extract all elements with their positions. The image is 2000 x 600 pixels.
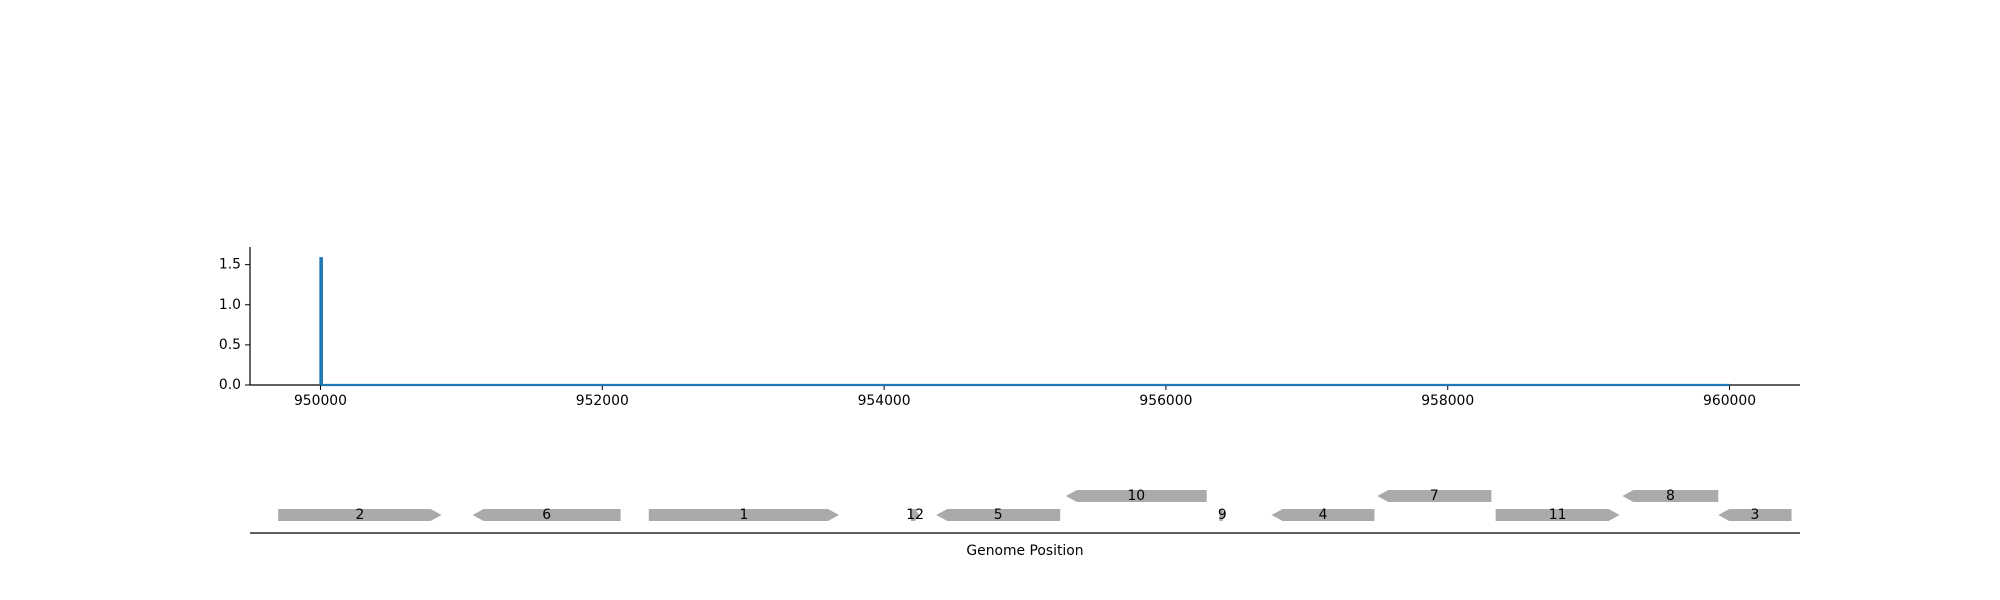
gene-label: 9 (1218, 507, 1227, 523)
y-tick-label: 0.5 (219, 337, 241, 353)
x-tick-label: 950000 (294, 393, 347, 409)
gene-feature (1718, 509, 1792, 521)
gene-label: 6 (542, 507, 551, 523)
gene-feature (1622, 490, 1719, 502)
gene-feature (1065, 490, 1207, 502)
gene-label: 12 (906, 507, 924, 523)
gene-label: 2 (355, 507, 364, 523)
series-layer (319, 257, 1730, 387)
gene-label: 11 (1549, 507, 1567, 523)
y-tick-label: 1.5 (219, 257, 241, 273)
gene-feature (1495, 509, 1620, 521)
gene-feature (1377, 490, 1492, 502)
x-tick-label: 952000 (576, 393, 629, 409)
gene-label: 7 (1430, 488, 1439, 504)
gene-feature (936, 509, 1061, 521)
y-ticks: 0.0 0.5 1.0 1.5 (219, 257, 250, 393)
gene-feature (278, 509, 442, 521)
y-tick-label: 1.0 (219, 297, 241, 313)
gene-feature (1271, 509, 1375, 521)
gene-layer: 2 6 1 12 5 10 9 4 7 11 8 3 (278, 488, 1792, 523)
x-tick-label: 960000 (1703, 393, 1756, 409)
gene-label: 3 (1750, 507, 1759, 523)
gene-label: 10 (1127, 488, 1145, 504)
gene-feature (1219, 509, 1226, 521)
coverage-plot: 950000 952000 954000 956000 958000 960000 0.0… (219, 247, 1800, 409)
y-tick-label: 0.0 (219, 377, 241, 393)
x-tick-label: 956000 (1139, 393, 1192, 409)
gene-feature (910, 509, 920, 521)
gene-track: 2 6 1 12 5 10 9 4 7 11 8 3 Genome Position (250, 488, 1800, 559)
x-tick-label: 958000 (1421, 393, 1474, 409)
gene-label: 4 (1319, 507, 1328, 523)
gene-label: 1 (739, 507, 748, 523)
gene-feature (472, 509, 621, 521)
coverage-line (319, 257, 1730, 387)
gene-track-xlabel: Genome Position (966, 543, 1083, 559)
gene-feature (648, 509, 839, 521)
x-tick-label: 954000 (858, 393, 911, 409)
gene-label: 8 (1666, 488, 1675, 504)
gene-label: 5 (994, 507, 1003, 523)
x-ticks: 950000 952000 954000 956000 958000 960000 (294, 385, 1756, 409)
